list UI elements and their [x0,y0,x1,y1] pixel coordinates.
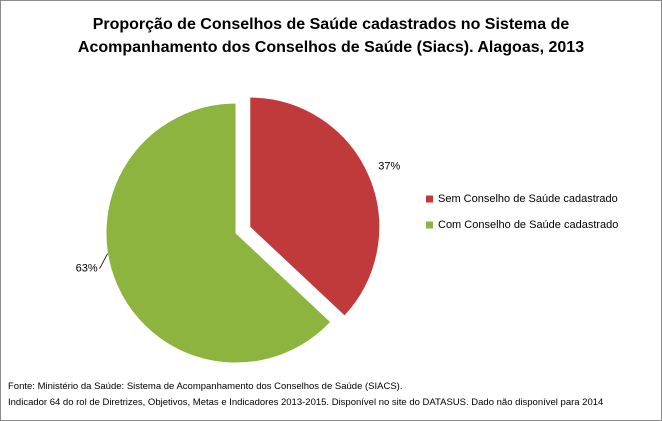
legend-marker [426,195,433,203]
data-label: 63% [76,262,98,274]
pie-slice [105,102,332,364]
source-note: Indicador 64 do rol de Diretrizes, Objet… [8,397,604,408]
leader-line [99,253,108,269]
source-note: Fonte: Ministério da Saúde: Sistema de A… [8,381,403,392]
legend-marker [426,221,433,229]
data-label: 37% [378,161,400,173]
legend-label: Sem Conselho de Saúde cadastrado [438,193,618,205]
chart-title: Proporção de Conselhos de Saúde cadastra… [77,16,585,56]
legend-label: Com Conselho de Saúde cadastrado [438,219,618,231]
pie-slice [249,96,381,317]
